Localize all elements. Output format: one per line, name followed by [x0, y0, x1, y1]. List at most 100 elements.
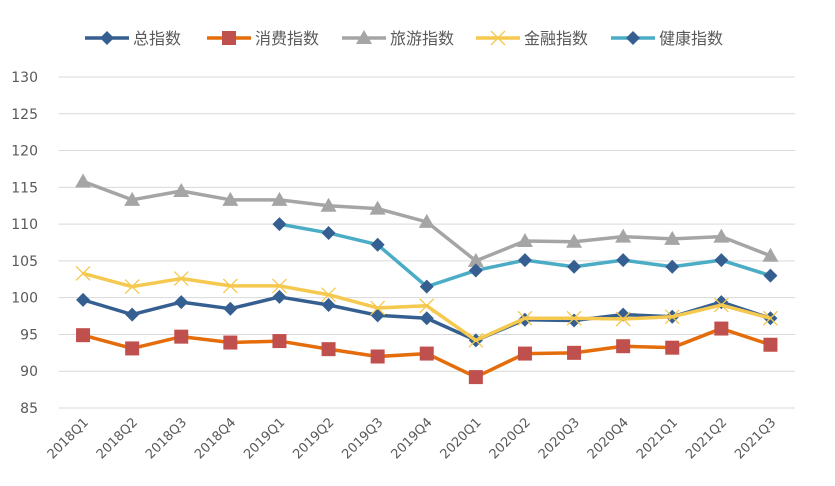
y-tick-label: 85 [20, 401, 38, 417]
data-point-x [419, 298, 435, 314]
data-point-square [223, 335, 238, 350]
data-point-square [468, 370, 483, 385]
x-stroke [271, 278, 287, 294]
data-point-x [664, 309, 680, 325]
data-point-square [517, 346, 532, 361]
data-point-square [665, 340, 680, 355]
series-3 [75, 173, 779, 267]
data-point-x [75, 265, 91, 281]
x-stroke [321, 287, 337, 303]
data-point-square [174, 329, 189, 344]
y-tick-label: 110 [11, 217, 38, 233]
legend-item: 健康指数 [611, 29, 723, 48]
legend-item: 消费指数 [207, 29, 319, 48]
data-point-square [272, 334, 287, 349]
x-stroke [713, 297, 729, 313]
data-point-x [615, 311, 631, 327]
data-point-x [370, 300, 386, 316]
x-stroke [615, 311, 631, 327]
x-tick-label: 2018Q4 [192, 415, 239, 462]
data-point-diamond [714, 253, 729, 268]
x-stroke [222, 278, 238, 294]
series-4 [75, 265, 778, 348]
data-point-diamond [76, 292, 91, 307]
data-point-diamond [370, 308, 385, 323]
data-point-diamond [321, 298, 336, 313]
data-point-diamond [616, 253, 631, 268]
data-point-square [616, 339, 631, 354]
legend-item: 总指数 [85, 29, 181, 48]
y-axis: 85 90 95 100 105 110 115 120 125 130 [11, 70, 38, 417]
x-stroke [75, 265, 91, 281]
data-point-square [419, 346, 434, 361]
data-point-triangle [75, 173, 92, 188]
x-stroke [370, 300, 386, 316]
data-point-x [490, 30, 506, 46]
legend-label: 消费指数 [255, 29, 319, 48]
data-point-triangle [271, 191, 288, 206]
data-point-square [321, 342, 336, 357]
y-tick-label: 90 [20, 364, 38, 380]
data-point-square [125, 341, 140, 356]
x-tick-label: 2019Q3 [339, 415, 386, 462]
y-tick-label: 130 [11, 70, 38, 86]
data-point-diamond [272, 289, 287, 304]
data-point-diamond [272, 217, 287, 232]
x-tick-label: 2021Q2 [683, 415, 730, 462]
x-stroke [468, 332, 484, 348]
data-point-diamond [223, 301, 238, 316]
data-point-diamond [174, 295, 189, 310]
data-point-x [713, 297, 729, 313]
data-point-diamond [763, 268, 778, 283]
x-stroke [566, 310, 582, 326]
data-point-triangle [320, 197, 337, 212]
data-point-x [222, 278, 238, 294]
y-tick-label: 125 [11, 107, 38, 123]
data-point-x [271, 278, 287, 294]
data-point-x [762, 310, 778, 326]
data-point-x [124, 279, 140, 295]
data-point-diamond [321, 225, 336, 240]
legend-label: 旅游指数 [390, 29, 454, 48]
y-tick-label: 105 [11, 254, 38, 270]
data-point-triangle [467, 252, 484, 267]
y-tick-label: 115 [11, 180, 38, 196]
data-point-triangle [124, 191, 141, 206]
data-point-diamond [468, 263, 483, 278]
data-point-x [566, 310, 582, 326]
x-tick-label: 2020Q2 [487, 415, 534, 462]
x-tick-label: 2019Q2 [290, 415, 337, 462]
x-stroke [173, 271, 189, 287]
data-point-diamond [517, 253, 532, 268]
data-point-diamond [567, 313, 582, 328]
x-tick-label: 2020Q4 [585, 415, 632, 462]
legend-item: 金融指数 [476, 29, 588, 48]
legend: 总指数 消费指数 旅游指数 金融指数 健康指数 [85, 29, 723, 48]
data-point-triangle [356, 30, 372, 44]
x-stroke [517, 310, 533, 326]
x-tick-label: 2020Q1 [438, 415, 485, 462]
legend-label: 金融指数 [524, 29, 588, 48]
data-point-x [321, 287, 337, 303]
series-5 [272, 217, 778, 294]
x-stroke [664, 309, 680, 325]
data-point-triangle [369, 200, 386, 215]
x-tick-label: 2018Q1 [45, 415, 92, 462]
data-point-diamond [665, 259, 680, 274]
y-tick-label: 120 [11, 144, 38, 160]
series-group [75, 173, 779, 385]
legend-item: 旅游指数 [342, 29, 454, 48]
x-stroke [762, 310, 778, 326]
x-tick-label: 2021Q3 [732, 415, 779, 462]
data-point-square [714, 321, 729, 336]
data-point-x [468, 332, 484, 348]
data-point-x [517, 310, 533, 326]
y-tick-label: 100 [11, 291, 38, 307]
x-stroke [419, 298, 435, 314]
data-point-triangle [418, 213, 435, 228]
x-tick-label: 2021Q1 [634, 415, 681, 462]
x-tick-label: 2019Q4 [388, 415, 435, 462]
data-point-triangle [615, 228, 632, 243]
